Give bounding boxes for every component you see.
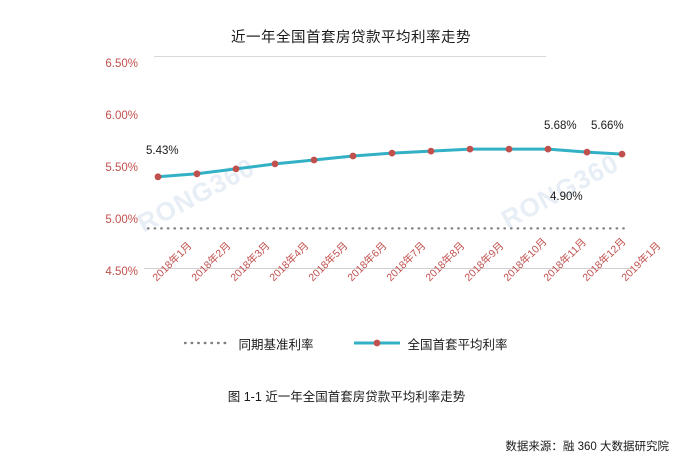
data-label-baseline: 4.90%	[550, 191, 583, 203]
chart-card: 近一年全国首套房贷款平均利率走势 6.50% 6.00% 5.50% 5.00%…	[46, 8, 663, 368]
legend-label: 全国首套平均利率	[407, 337, 508, 352]
data-label-dec: 5.68%	[544, 120, 577, 132]
y-tick-label: 5.50%	[105, 162, 138, 174]
y-tick-label: 4.50%	[105, 266, 138, 278]
y-tick-label: 6.00%	[105, 110, 138, 122]
plot-area: 5.43% 5.68% 5.66% 4.90%	[144, 70, 632, 268]
x-axis: 2018年1月 2018年2月 2018年3月 2018年4月 2018年5月 …	[144, 236, 663, 334]
legend-line-marker-icon	[353, 338, 400, 348]
chart-title: 近一年全国首套房贷款平均利率走势	[231, 30, 471, 46]
x-axis-line	[144, 268, 632, 269]
legend-item-baseline: 同期基准利率	[184, 334, 314, 353]
y-axis: 6.50% 6.00% 5.50% 5.00% 4.50%	[78, 58, 138, 288]
series-average-rate-markers	[154, 145, 626, 181]
data-label-jan: 5.66%	[591, 120, 624, 132]
source-note: 数据来源：融 360 大数据研究院	[505, 441, 669, 453]
title-divider	[154, 56, 546, 57]
y-tick-label: 5.00%	[105, 214, 138, 226]
legend-dotted-line-icon	[184, 339, 231, 347]
legend-item-average-rate: 全国首套平均利率	[353, 334, 508, 353]
chart-svg	[146, 145, 630, 230]
legend-label: 同期基准利率	[238, 337, 314, 352]
chart-legend: 同期基准利率 全国首套平均利率	[46, 330, 646, 356]
y-tick-label: 6.50%	[105, 58, 138, 70]
figure-caption: 图 1-1 近一年全国首套房贷款平均利率走势	[227, 390, 466, 404]
data-label-first: 5.43%	[146, 145, 179, 157]
